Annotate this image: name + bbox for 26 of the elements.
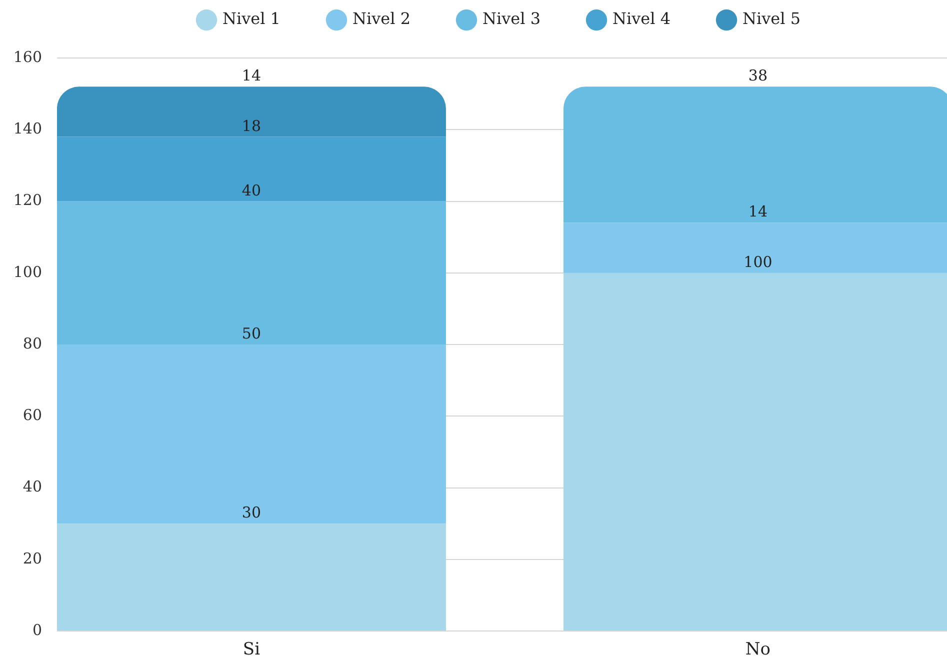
legend-label: Nivel 2 <box>352 9 411 28</box>
legend-label: Nivel 3 <box>482 9 541 28</box>
legend-label: Nivel 1 <box>222 9 280 28</box>
y-tick-label: 20 <box>22 549 42 568</box>
legend-label: Nivel 5 <box>742 9 801 28</box>
data-label: 14 <box>748 202 768 221</box>
data-label: 50 <box>242 324 262 342</box>
data-label: 38 <box>748 66 768 85</box>
y-tick-label: 120 <box>13 191 42 210</box>
y-tick-label: 160 <box>13 48 42 66</box>
y-tick-label: 140 <box>13 120 42 138</box>
data-label: 30 <box>242 504 262 522</box>
y-tick-label: 100 <box>13 262 42 281</box>
bar <box>57 136 446 202</box>
y-tick-label: 80 <box>22 334 42 352</box>
bar <box>57 86 446 137</box>
data-label: 14 <box>242 66 262 85</box>
data-label: 100 <box>744 252 772 271</box>
legend-label: Nivel 4 <box>612 9 671 28</box>
y-tick-label: 60 <box>22 406 42 424</box>
data-label: 18 <box>242 116 262 135</box>
x-tick-label: No <box>745 640 771 660</box>
x-tick-label: Si <box>242 640 261 660</box>
y-tick-label: 40 <box>22 478 42 496</box>
y-tick-label: 0 <box>32 620 42 639</box>
data-label: 40 <box>242 181 262 200</box>
